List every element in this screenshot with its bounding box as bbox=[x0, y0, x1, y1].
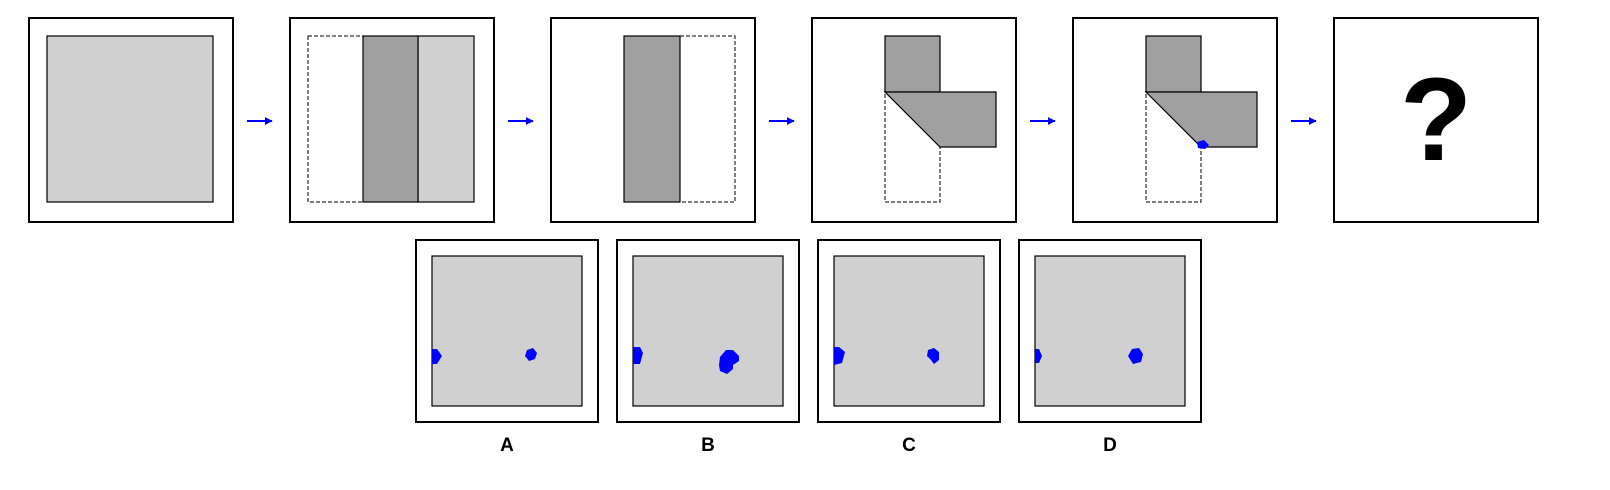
option-c[interactable]: C bbox=[817, 239, 1001, 456]
step-2-folded-section bbox=[362, 35, 419, 203]
step-5-top-strip bbox=[1145, 35, 1202, 93]
step-3-fold-outline bbox=[679, 35, 736, 203]
option-d-label: D bbox=[1103, 435, 1117, 456]
step-4-panel bbox=[811, 17, 1017, 223]
step-2-fold-outline bbox=[307, 35, 364, 203]
step-2-right-section bbox=[417, 35, 475, 203]
step-1-panel bbox=[28, 17, 234, 223]
step-3-folded-strip bbox=[623, 35, 681, 203]
punched-hole-icon bbox=[525, 348, 537, 361]
option-c-label: C bbox=[902, 435, 916, 456]
step-5-folded-flap bbox=[1144, 91, 1258, 148]
step-5-panel bbox=[1072, 17, 1278, 223]
punched-hole-icon bbox=[1128, 348, 1143, 364]
punched-hole-icon bbox=[1197, 140, 1209, 149]
step-4-top-strip bbox=[884, 35, 941, 93]
punched-hole-icon bbox=[834, 347, 845, 365]
question-mark: ? bbox=[1400, 54, 1472, 186]
step-6-frame bbox=[1333, 17, 1539, 223]
step-2-panel bbox=[289, 17, 495, 223]
option-a[interactable]: A bbox=[415, 239, 599, 456]
punched-hole-icon bbox=[633, 347, 643, 364]
punched-hole-icon bbox=[432, 349, 442, 364]
step-6-panel: ? bbox=[1333, 17, 1539, 223]
option-a-label: A bbox=[500, 435, 514, 456]
step-4-folded-flap bbox=[883, 91, 997, 148]
option-b[interactable]: B bbox=[616, 239, 800, 456]
punched-hole-icon bbox=[927, 348, 939, 364]
punched-hole-icon bbox=[719, 350, 739, 374]
option-d-paper bbox=[1034, 255, 1186, 407]
option-c-paper bbox=[833, 255, 985, 407]
step-1-paper bbox=[46, 35, 214, 203]
option-a-paper bbox=[431, 255, 583, 407]
step-3-panel bbox=[550, 17, 756, 223]
option-b-paper bbox=[632, 255, 784, 407]
option-d[interactable]: D bbox=[1018, 239, 1202, 456]
option-b-label: B bbox=[701, 435, 715, 456]
punched-hole-icon bbox=[1035, 349, 1042, 363]
